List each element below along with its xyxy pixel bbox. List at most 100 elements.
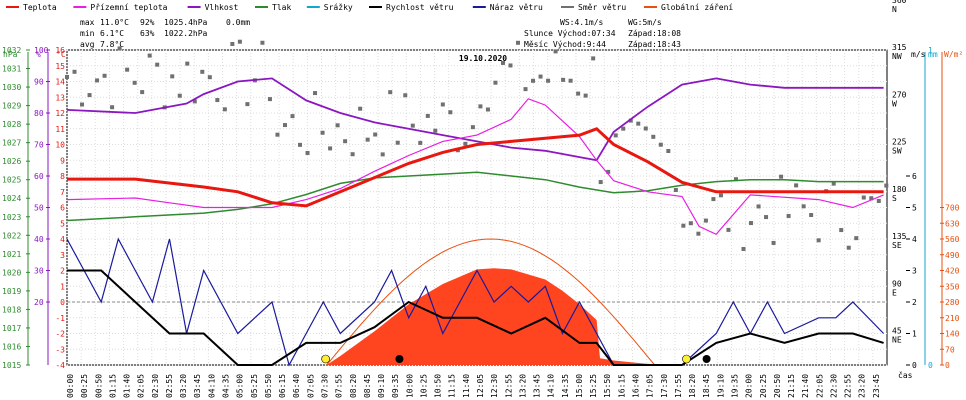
wind-direction-point: [177, 93, 182, 98]
dir-compass: SW: [892, 147, 902, 156]
time-tick: 05:25: [250, 374, 259, 398]
time-tick: 20:50: [773, 374, 782, 398]
hpa-axis-label: hPa: [3, 50, 18, 59]
wind-direction-point: [72, 69, 77, 74]
wind-direction-point: [718, 193, 723, 198]
pct-tick: 50: [34, 204, 44, 213]
dir-tick: 135: [892, 232, 907, 241]
stat-moon-set: Západ:18:43: [628, 40, 681, 49]
time-tick: 06:15: [278, 374, 287, 398]
x-axis-label: čas: [898, 370, 913, 380]
wind-direction-point: [373, 132, 378, 137]
wind-direction-point: [673, 187, 678, 192]
wm2-tick: 140: [945, 330, 960, 339]
sunrise-marker: [321, 354, 330, 364]
wind-direction-point: [681, 223, 686, 228]
stat-moon-rise: Měsíc Východ:9:44: [524, 40, 606, 49]
mm-tick: 0: [928, 361, 933, 370]
temp-tick: 11: [55, 125, 65, 134]
dir-tick: 45: [892, 327, 902, 336]
time-tick: 12:30: [490, 374, 499, 398]
time-tick: 23:20: [858, 374, 867, 398]
hpa-tick: 1022: [2, 231, 21, 240]
series-tlak: [66, 171, 884, 222]
dir-compass: S: [892, 194, 897, 203]
time-tick: 05:00: [236, 374, 245, 398]
dir-tick: 225: [892, 138, 907, 147]
temp-tick: 6: [60, 204, 65, 213]
radiation-theoretical: [326, 238, 656, 366]
wind-direction-point: [854, 236, 859, 241]
wind-direction-point: [485, 107, 490, 112]
wind-direction-point: [561, 77, 566, 82]
wind-direction-point: [185, 61, 190, 66]
time-tick: 21:15: [787, 374, 796, 398]
hpa-tick: 1019: [2, 287, 21, 296]
wind-direction-point: [516, 40, 520, 45]
ms-tick: 0: [912, 361, 917, 370]
ms-tick: 4: [912, 235, 917, 244]
wind-direction-point: [598, 180, 603, 185]
wind-direction-point: [267, 97, 272, 102]
wind-direction-point: [749, 221, 754, 226]
pct-tick: 70: [34, 141, 44, 150]
wind-direction-point: [260, 40, 265, 45]
wind-direction-point: [313, 91, 318, 96]
temp-tick: 7: [60, 188, 65, 197]
pct-axis-label: %: [36, 50, 41, 59]
hpa-tick: 1015: [2, 361, 21, 370]
stat-min-label: min: [80, 29, 95, 38]
legend-label: Teplota: [23, 3, 57, 12]
wm2-tick: 490: [945, 251, 960, 260]
pct-tick: 30: [34, 267, 44, 276]
dir-compass: NE: [892, 336, 902, 345]
wind-direction-point: [380, 152, 385, 157]
wind-direction-point: [786, 213, 791, 218]
wm2-tick: 0: [945, 361, 950, 370]
time-tick: 20:00: [745, 374, 754, 398]
temp-tick: 10: [55, 141, 65, 150]
time-tick: 00:50: [94, 374, 103, 398]
time-tick: 02:05: [137, 374, 146, 398]
wind-direction-point: [463, 141, 468, 146]
hpa-tick: 1029: [2, 102, 21, 111]
chart-title: 19.10.2020: [459, 54, 507, 63]
time-tick: 22:30: [829, 374, 838, 398]
time-tick: 15:25: [589, 374, 598, 398]
hpa-tick: 1030: [2, 83, 21, 92]
time-tick: 08:45: [363, 374, 372, 398]
time-tick: 23:45: [872, 374, 881, 398]
wind-direction-point: [876, 198, 881, 203]
wind-direction-point: [846, 245, 851, 250]
wind-direction-point: [636, 121, 641, 126]
time-tick: 09:35: [391, 374, 400, 398]
pct-tick: 100: [34, 46, 49, 55]
wind-direction-point: [779, 174, 784, 179]
radiation-area: [326, 268, 686, 365]
wind-direction-point: [538, 74, 543, 79]
wind-direction-point: [80, 102, 85, 107]
series-rychlost-vetru: [67, 269, 884, 366]
wind-direction-point: [275, 132, 280, 137]
wm2-tick: 630: [945, 219, 960, 228]
wind-direction-point: [568, 78, 573, 83]
time-tick: 20:25: [759, 374, 768, 398]
wm2-tick: 700: [945, 204, 960, 213]
time-tick: 04:35: [222, 374, 231, 398]
time-tick: 07:30: [320, 374, 329, 398]
wind-direction-points: [65, 39, 889, 251]
stat-max-hum: 92%: [140, 18, 155, 27]
stat-min-temp: 6.1°C: [100, 29, 124, 38]
wind-direction-point: [328, 146, 333, 151]
stat-ws: WS:4.1m/s: [560, 18, 604, 27]
moonset-marker: [702, 355, 711, 363]
wm2-tick: 560: [945, 235, 960, 244]
time-tick: 06:40: [292, 374, 301, 398]
legend-label: Směr větru: [578, 3, 626, 12]
temp-tick: 4: [60, 235, 65, 244]
moonrise-marker: [395, 355, 404, 363]
wind-direction-point: [628, 118, 633, 123]
ms-tick: 6: [912, 172, 917, 181]
wind-direction-point: [621, 126, 626, 131]
pct-tick: 40: [34, 235, 44, 244]
